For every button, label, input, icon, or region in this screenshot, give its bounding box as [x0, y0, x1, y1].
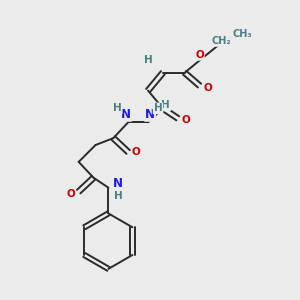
Text: H: H: [144, 55, 152, 65]
Text: O: O: [66, 189, 75, 199]
Text: N: N: [145, 108, 155, 121]
Text: O: O: [203, 82, 212, 93]
Text: H: H: [154, 103, 162, 113]
Text: H: H: [114, 190, 123, 201]
Text: O: O: [181, 115, 190, 125]
Text: O: O: [195, 50, 204, 60]
Text: H: H: [161, 100, 170, 110]
Text: N: N: [121, 108, 131, 121]
Text: CH₃: CH₃: [232, 29, 252, 39]
Text: H: H: [113, 103, 122, 113]
Text: O: O: [132, 147, 140, 157]
Text: CH₂: CH₂: [212, 36, 231, 46]
Text: N: N: [113, 177, 123, 190]
